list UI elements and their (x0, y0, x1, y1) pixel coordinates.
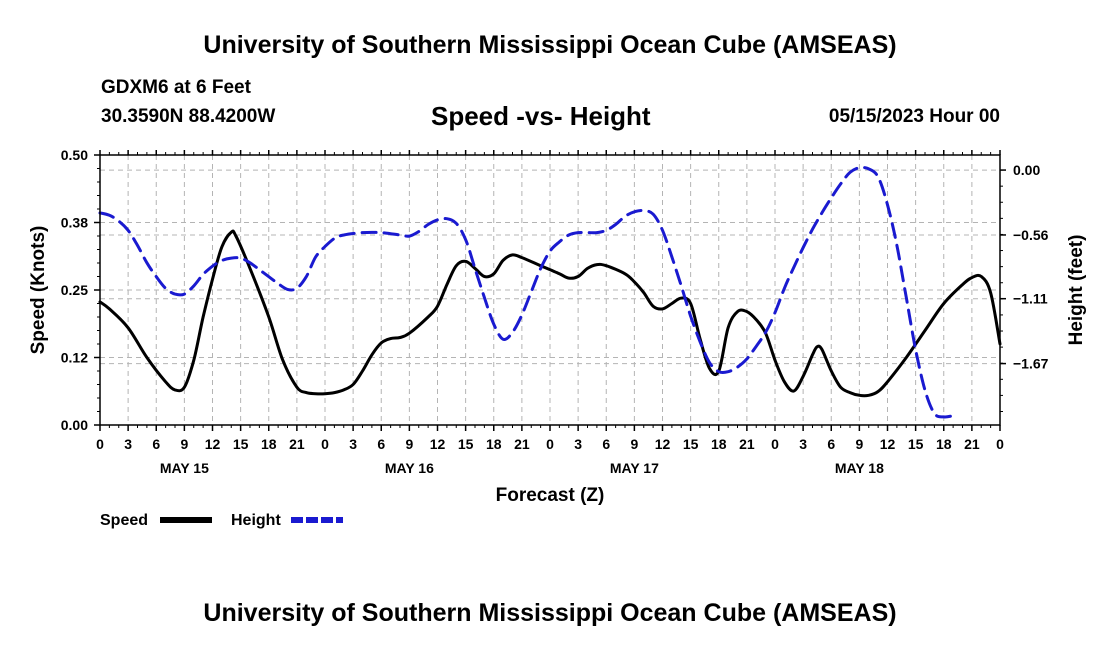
x-tick-label: 18 (936, 436, 952, 452)
x-tick-label: 9 (855, 436, 863, 452)
x-tick-label: 6 (827, 436, 835, 452)
y-right-tick-label: −1.11 (1013, 291, 1048, 307)
plot-title: Speed -vs- Height (431, 101, 651, 131)
axis-ticks (94, 150, 1006, 431)
y-left-tick-label: 0.00 (61, 417, 88, 433)
day-label: MAY 16 (385, 460, 434, 476)
x-tick-label: 3 (349, 436, 357, 452)
x-tick-label: 9 (180, 436, 188, 452)
right-axis-title: Height (feet) (1066, 235, 1087, 346)
chart-title-bottom: University of Southern Mississippi Ocean… (203, 599, 897, 627)
x-tick-label: 18 (711, 436, 727, 452)
tick-labels: 0 3 6 9 12 15 18 21 0 3 6 9 12 15 18 21 0 3 6 9 12 15 18 21 0 3 6 9… (61, 147, 1049, 476)
legend-height-label: Height (231, 512, 281, 529)
legend-speed-label: Speed (100, 512, 148, 529)
x-tick-label: 0 (96, 436, 104, 452)
forecast-datetime: 05/15/2023 Hour 00 (828, 106, 1000, 127)
x-tick-label: 3 (574, 436, 582, 452)
x-tick-label: 0 (771, 436, 779, 452)
x-tick-label: 15 (458, 436, 474, 452)
x-tick-label: 15 (683, 436, 699, 452)
station-label: GDXM6 at 6 Feet (101, 77, 251, 98)
y-left-tick-label: 0.12 (61, 350, 88, 366)
x-tick-label: 9 (405, 436, 413, 452)
x-tick-label: 12 (205, 436, 221, 452)
x-tick-label: 3 (799, 436, 807, 452)
x-tick-label: 18 (261, 436, 277, 452)
x-tick-label: 0 (321, 436, 329, 452)
x-tick-label: 9 (630, 436, 638, 452)
speed-series-line (98, 229, 1002, 398)
day-label: MAY 15 (160, 460, 209, 476)
series-lines (98, 165, 1002, 419)
grid-lines (100, 155, 1000, 425)
y-right-tick-label: −0.56 (1013, 227, 1049, 243)
x-tick-label: 15 (233, 436, 249, 452)
y-left-tick-label: 0.25 (61, 282, 88, 298)
left-axis-title: Speed (Knots) (28, 226, 49, 355)
x-tick-label: 21 (964, 436, 980, 452)
day-label: MAY 17 (610, 460, 659, 476)
y-right-tick-label: 0.00 (1013, 162, 1040, 178)
chart-title-top: University of Southern Mississippi Ocean… (203, 31, 897, 59)
x-tick-label: 3 (124, 436, 132, 452)
x-tick-label: 12 (880, 436, 896, 452)
x-tick-label: 6 (152, 436, 160, 452)
y-left-tick-label: 0.38 (61, 215, 88, 231)
x-tick-label: 12 (655, 436, 671, 452)
x-tick-label: 0 (996, 436, 1004, 452)
x-tick-label: 6 (377, 436, 385, 452)
y-left-tick-label: 0.50 (61, 147, 88, 163)
height-series-line (98, 165, 955, 419)
y-right-tick-label: −1.67 (1013, 356, 1049, 372)
x-tick-label: 21 (514, 436, 530, 452)
x-tick-label: 15 (908, 436, 924, 452)
x-tick-label: 18 (486, 436, 502, 452)
legend: Speed Height (100, 512, 343, 529)
coordinates-label: 30.3590N 88.4200W (101, 106, 276, 127)
x-tick-label: 12 (430, 436, 446, 452)
day-label: MAY 18 (835, 460, 884, 476)
x-tick-label: 21 (739, 436, 755, 452)
x-tick-label: 21 (289, 436, 305, 452)
x-axis-title: Forecast (Z) (496, 485, 605, 506)
x-tick-label: 6 (602, 436, 610, 452)
x-tick-label: 0 (546, 436, 554, 452)
